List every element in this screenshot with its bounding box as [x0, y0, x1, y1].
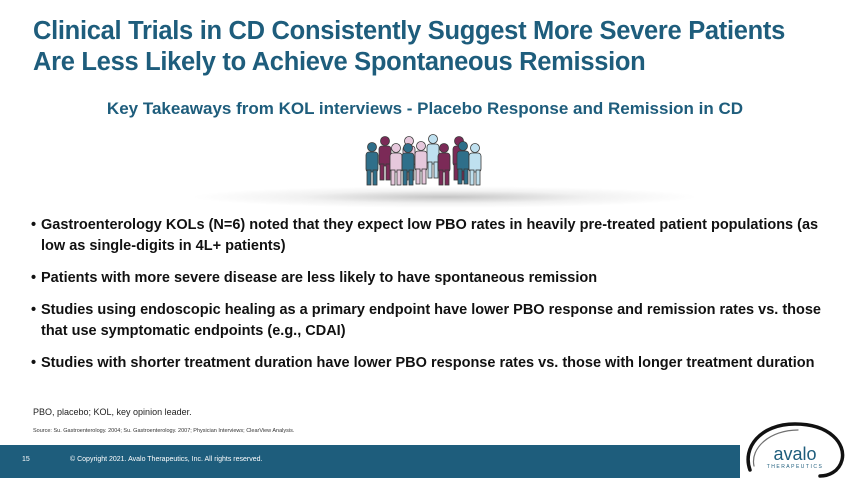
bullet-text: Patients with more severe disease are le… — [41, 270, 598, 286]
page-number: 15 — [22, 456, 30, 463]
bullet-marker: • — [31, 302, 37, 318]
footer-bar: 15 © Copyright 2021. Avalo Therapeutics,… — [0, 445, 740, 478]
avalo-logo: avalo THERAPEUTICS — [746, 422, 845, 478]
bullet-text: Gastroenterology KOLs (N=6) noted that t… — [41, 217, 819, 254]
copyright-text: © Copyright 2021. Avalo Therapeutics, In… — [70, 456, 263, 463]
bullet-marker: • — [31, 355, 37, 371]
bullet-item: • Studies with shorter treatment duratio… — [31, 353, 831, 374]
people-group-icon — [365, 134, 482, 186]
bullet-marker: • — [31, 217, 37, 233]
logo-tagline: THERAPEUTICS — [767, 464, 824, 470]
bullet-item: • Patients with more severe disease are … — [31, 268, 831, 289]
group-shadow — [190, 186, 700, 208]
bullet-text: Studies with shorter treatment duration … — [41, 355, 815, 371]
slide-title: Clinical Trials in CD Consistently Sugge… — [33, 17, 785, 76]
source-note: Source: Su. Gastroenterology. 2004; Su. … — [33, 428, 295, 434]
bullet-marker: • — [31, 270, 37, 286]
bullet-list: • Gastroenterology KOLs (N=6) noted that… — [31, 215, 831, 385]
logo-wordmark: avalo — [773, 444, 816, 464]
bullet-item: • Studies using endoscopic healing as a … — [31, 300, 831, 342]
bullet-item: • Gastroenterology KOLs (N=6) noted that… — [31, 215, 831, 257]
abbreviations-footnote: PBO, placebo; KOL, key opinion leader. — [33, 407, 192, 417]
slide-subtitle: Key Takeaways from KOL interviews - Plac… — [106, 99, 744, 118]
logo-brush-ring — [746, 422, 845, 478]
bullet-text: Studies using endoscopic healing as a pr… — [41, 302, 821, 339]
